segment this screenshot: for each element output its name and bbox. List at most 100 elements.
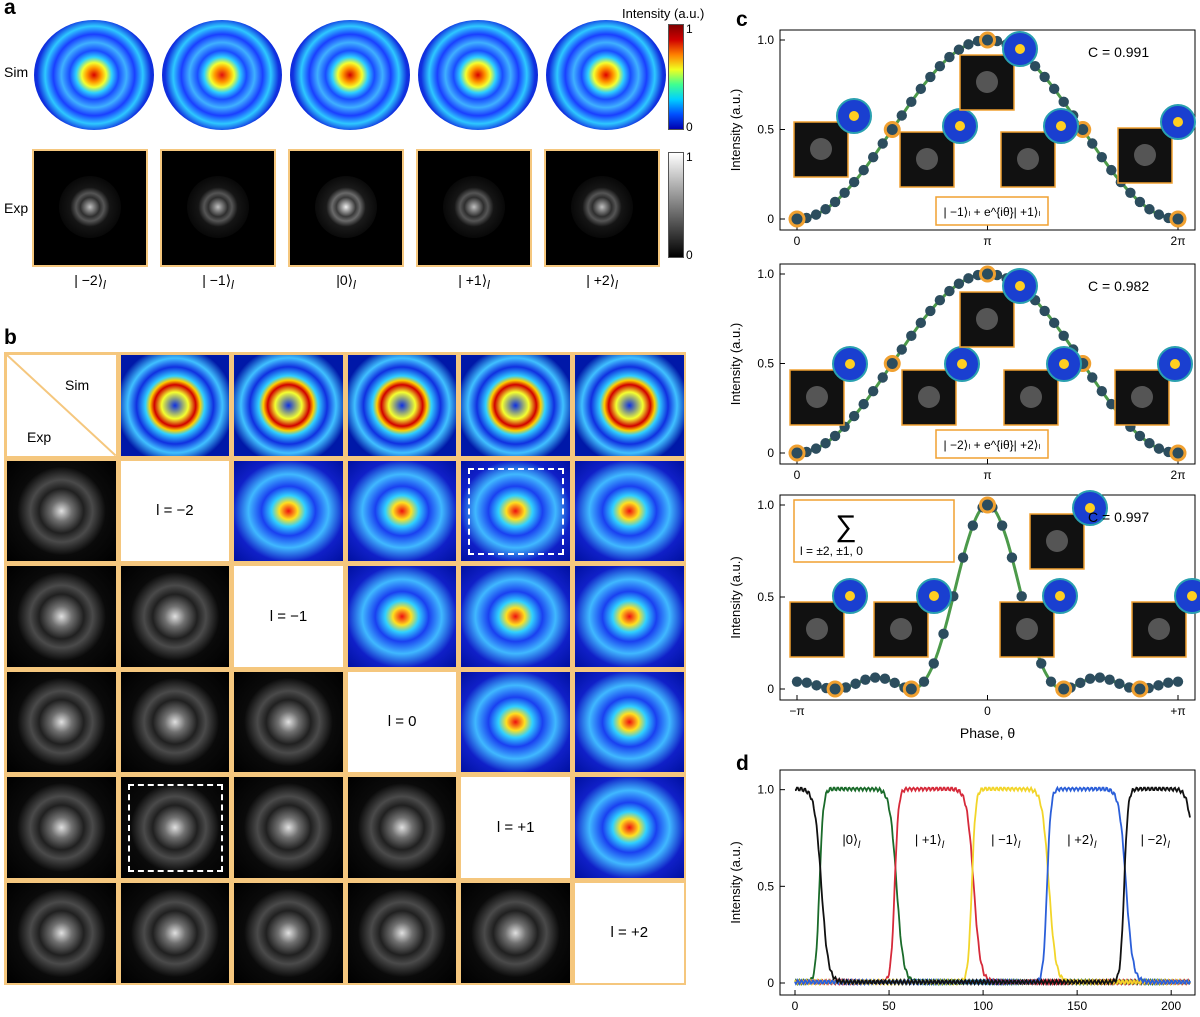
inset-exp-beam	[976, 71, 998, 93]
ket-label-2: | −1⟩l	[158, 272, 278, 292]
highlight-point	[979, 496, 996, 514]
sim-spiral-3	[290, 20, 410, 130]
data-point	[1036, 658, 1047, 669]
contrast-value: C = 0.991	[1088, 44, 1149, 60]
inset-exp-image	[793, 121, 849, 178]
x-tick-label: 0	[794, 234, 801, 248]
sim-cell-2-4	[461, 566, 570, 667]
exp-cell-3-2	[234, 671, 343, 772]
x-tick-label: 2π	[1171, 234, 1186, 248]
sim-spiral-1	[34, 20, 154, 130]
ket-label-5-text: | +2⟩	[586, 272, 616, 288]
highlight-point	[979, 265, 996, 283]
trace-label-2: | +1⟩l	[915, 832, 945, 851]
x-tick-label: π	[983, 468, 991, 482]
data-point	[967, 520, 979, 531]
sim-cell-3-4	[461, 671, 570, 772]
exp-spiral-3-beam	[315, 176, 377, 238]
data-point	[925, 305, 936, 317]
data-point	[1094, 672, 1106, 683]
data-point	[839, 187, 850, 198]
panel-c-d-figure: c d 0 0.5 1.0 0 π 2π Intensity (a.u.) C = 0.991 | …	[728, 8, 1200, 1013]
x-tick-label: 0	[794, 468, 801, 482]
trace-label-4-subscript: l	[1094, 840, 1097, 851]
diag-label-5: l = +2	[610, 924, 649, 942]
data-point	[963, 273, 974, 284]
row-label-exp: Exp	[4, 200, 29, 216]
data-point	[860, 674, 871, 685]
data-point	[1075, 677, 1086, 689]
data-point	[877, 138, 888, 149]
diag-label-2: l = −1	[269, 607, 308, 625]
highlight-point	[788, 444, 806, 462]
panel-c-label: c	[736, 8, 748, 31]
data-point	[915, 83, 927, 95]
trace-5	[794, 786, 1191, 987]
data-point	[850, 678, 861, 689]
data-point	[1087, 372, 1098, 383]
highlight-box-1-4	[468, 467, 564, 555]
data-point	[889, 677, 900, 689]
sim-cell-1-4	[461, 460, 570, 561]
inset-exp-beam	[1148, 618, 1170, 640]
row-label-sim: Sim	[4, 64, 29, 80]
inset-sim-core	[955, 121, 965, 131]
diag-cell-4: l = +1	[461, 777, 570, 878]
exp-cell-5-4	[461, 882, 570, 983]
y-tick-label: 1.0	[757, 33, 774, 47]
trace-label-1-subscript: l	[858, 840, 861, 851]
exp-spiral-2-beam	[187, 176, 249, 238]
inset-exp-beam	[918, 386, 940, 408]
ket-label-1: | −2⟩l	[30, 272, 150, 292]
x-tick-label: 0	[984, 704, 991, 718]
inset-exp-beam	[976, 308, 998, 330]
inset-sim-core	[1015, 281, 1025, 291]
data-point	[1096, 151, 1107, 163]
gray-colorbar-max: 1	[686, 150, 693, 164]
highlight-box-4-1	[127, 784, 224, 872]
inset-exp-beam	[1016, 618, 1038, 640]
highlight-point	[979, 31, 996, 49]
data-point	[1039, 305, 1050, 317]
data-point	[848, 410, 860, 422]
contrast-value: C = 0.997	[1088, 509, 1149, 525]
data-point	[877, 372, 888, 383]
panel-b-label: b	[4, 326, 17, 349]
y-tick-label: 0	[767, 682, 774, 696]
data-point	[811, 680, 822, 691]
data-point	[906, 330, 917, 342]
data-point	[934, 61, 946, 72]
data-point	[918, 676, 930, 687]
data-point	[1125, 187, 1136, 198]
diag-cell-2: l = −1	[234, 566, 343, 667]
data-point	[1153, 443, 1165, 454]
y-tick-label: 1.0	[757, 498, 774, 512]
highlight-point	[1169, 210, 1187, 228]
ket-label-4-text: | +1⟩	[458, 272, 488, 288]
panel-a-label: a	[4, 0, 16, 19]
jet-colorbar	[668, 24, 684, 130]
plot-frame	[779, 769, 1196, 996]
y-tick-label: 1.0	[757, 267, 774, 281]
data-point	[996, 520, 1008, 531]
y-axis-label: Intensity (a.u.)	[728, 323, 743, 405]
y-tick-label: 0	[767, 212, 774, 226]
data-point	[934, 295, 946, 306]
sim-cell-2-3	[347, 566, 457, 667]
x-axis-label: Phase, θ	[960, 725, 1015, 741]
x-tick-label: π	[983, 234, 991, 248]
gray-colorbar-min: 0	[686, 248, 693, 262]
trace-label-3: | −1⟩l	[991, 832, 1021, 851]
diag-label-3: l = 0	[387, 713, 417, 731]
panel-d-label: d	[736, 752, 749, 775]
data-point	[820, 204, 831, 215]
ket-label-5: | +2⟩l	[542, 272, 662, 292]
data-point	[1144, 438, 1155, 449]
sim-spiral-4	[418, 20, 538, 130]
data-point	[869, 672, 881, 683]
inset-sim-core	[1085, 503, 1095, 513]
trace-label-5: | −2⟩l	[1141, 832, 1171, 851]
diag-label-4: l = +1	[496, 818, 535, 836]
x-tick-label: −π	[789, 704, 804, 718]
